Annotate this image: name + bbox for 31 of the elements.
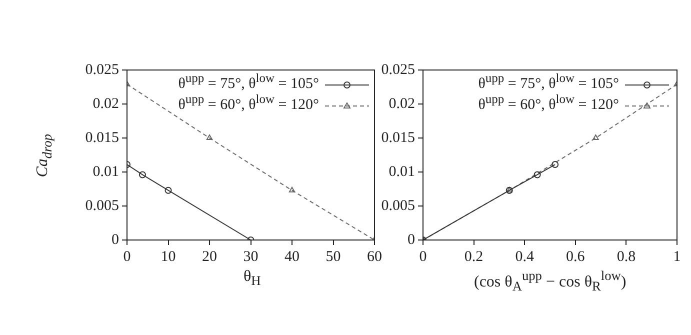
legend-label: θ$^{upp}$ = 75°, θ$^{low}$ = 105° [178,71,319,92]
x-tick-label: 60 [367,248,382,265]
y-tick-label: 0.005 [85,198,119,214]
legend-label: θ$^{upp}$ = 75°, θ$^{low}$ = 105° [478,71,619,92]
y-tick-label: 0.015 [381,130,415,146]
y-tick-label: 0.02 [92,96,119,112]
y-tick-label: 0.015 [85,130,119,146]
x-tick-label: 10 [160,248,176,265]
x-tick-label: 30 [243,248,258,265]
y-tick-label: 0 [112,232,119,248]
x-tick-label: 1 [673,248,681,265]
y-tick-label: 0.01 [92,164,119,180]
y-tick-label: 0 [408,232,415,248]
y-tick-label: 0.005 [381,198,415,214]
x-tick-label: 0.8 [616,248,636,265]
x-tick-label: 40 [284,248,300,265]
legend-label: θ$^{upp}$ = 60°, θ$^{low}$ = 120° [478,92,619,113]
x-axis-title: θ$_{H}$ [244,268,261,290]
y-tick-label: 0.025 [381,62,415,78]
x-axis-title: (cos θ$_{A}$$^{upp}$ − cos θ$_{R}$$^{low}$) [474,268,626,295]
x-tick-label: 50 [326,248,341,265]
x-tick-label: 0 [123,248,131,265]
legend-label: θ$^{upp}$ = 60°, θ$^{low}$ = 120° [178,92,319,113]
y-tick-label: 0.025 [85,62,119,78]
x-tick-label: 20 [202,248,217,265]
y-tick-label: 0.01 [388,164,415,180]
y-tick-label: 0.02 [388,96,415,112]
x-tick-label: 0 [419,248,427,265]
x-tick-label: 0.6 [566,248,586,265]
x-tick-label: 0.2 [464,248,484,265]
x-tick-label: 0.4 [515,248,534,265]
